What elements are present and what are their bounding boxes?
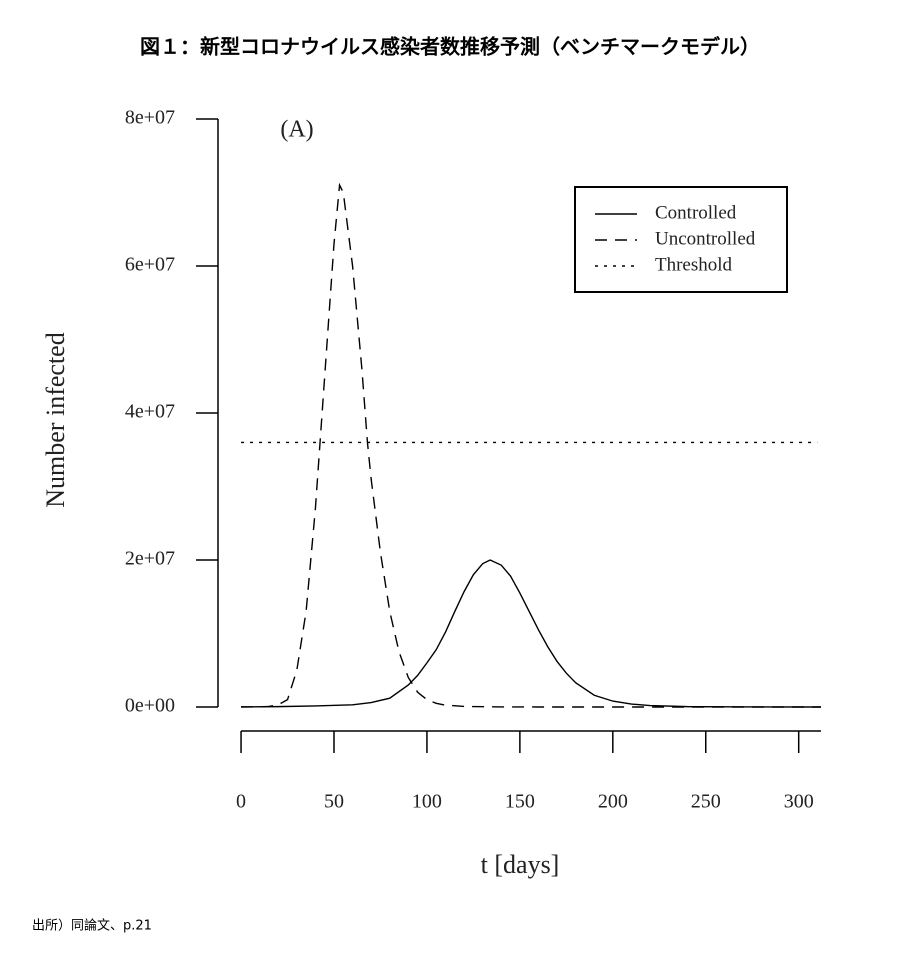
figure-title: 図１：新型コロナウイルス感染者数推移予測（ベンチマークモデル） [140, 35, 760, 59]
legend-box [574, 186, 788, 293]
legend-label: Threshold [655, 254, 733, 275]
series-line [241, 559, 822, 708]
x-tick-label: 300 [784, 791, 814, 813]
panel-annotation: (A) [280, 117, 313, 143]
y-tick-label: 2e+07 [125, 548, 175, 570]
x-tick-label: 150 [505, 791, 535, 813]
y-tick-label: 8e+07 [125, 107, 175, 129]
y-tick-label: 6e+07 [125, 254, 175, 276]
y-axis-label: Number infected [41, 332, 70, 507]
x-tick-label: 250 [691, 791, 721, 813]
series-line [241, 182, 821, 708]
x-tick-label: 100 [412, 791, 442, 813]
x-tick-label: 200 [598, 791, 628, 813]
y-tick-label: 4e+07 [125, 401, 175, 423]
x-tick-label: 0 [236, 791, 246, 813]
y-tick-label: 0e+00 [125, 695, 175, 717]
x-tick-label: 50 [324, 791, 344, 813]
source-note: 出所）同論文、p.21 [32, 918, 152, 934]
legend-label: Uncontrolled [655, 228, 756, 249]
x-axis-label: t [days] [481, 850, 560, 879]
legend-label: Controlled [655, 202, 737, 223]
